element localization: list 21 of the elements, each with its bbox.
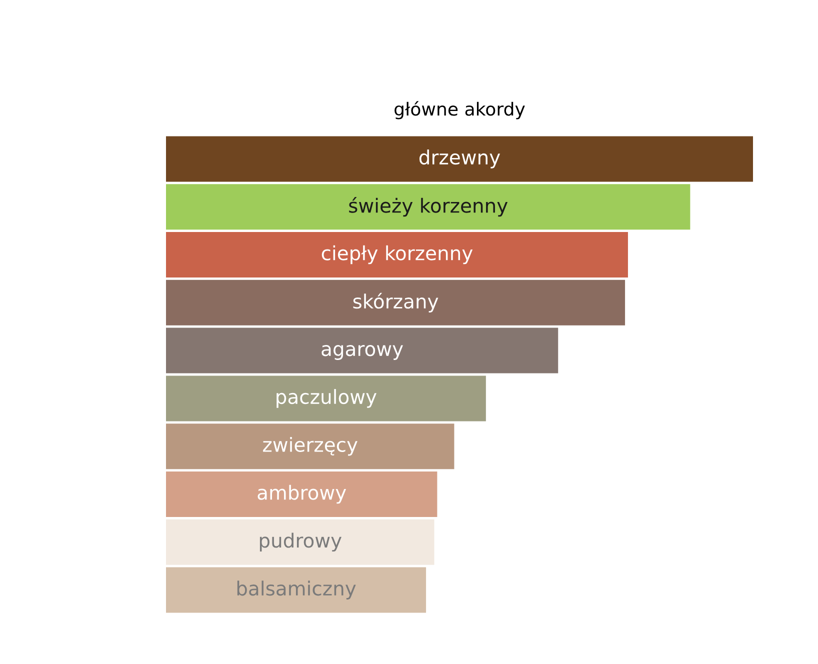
chart-title: główne akordy	[394, 101, 525, 120]
bar	[166, 232, 628, 278]
y-tick-label: balsamiczny	[237, 580, 356, 600]
y-tick-label: ambrowy	[258, 484, 346, 504]
bar	[166, 567, 426, 613]
y-tick-label: zwierzęcy	[263, 436, 358, 456]
y-tick-label: paczulowy	[276, 389, 376, 408]
bar	[166, 424, 454, 470]
bar	[166, 376, 486, 422]
bar	[166, 136, 753, 182]
y-tick-label: skórzany	[353, 292, 438, 312]
bar	[166, 280, 626, 326]
y-tick-label: świeży korzenny	[349, 197, 508, 217]
y-tick-label: drzewny	[419, 150, 500, 168]
bar	[166, 472, 438, 518]
y-tick-label: agarowy	[322, 345, 403, 360]
y-tick-label: pudrowy	[260, 532, 342, 552]
bar	[166, 328, 558, 374]
bar	[166, 184, 690, 230]
bar	[166, 519, 434, 565]
y-tick-label: ciepły korzenny	[322, 245, 473, 264]
